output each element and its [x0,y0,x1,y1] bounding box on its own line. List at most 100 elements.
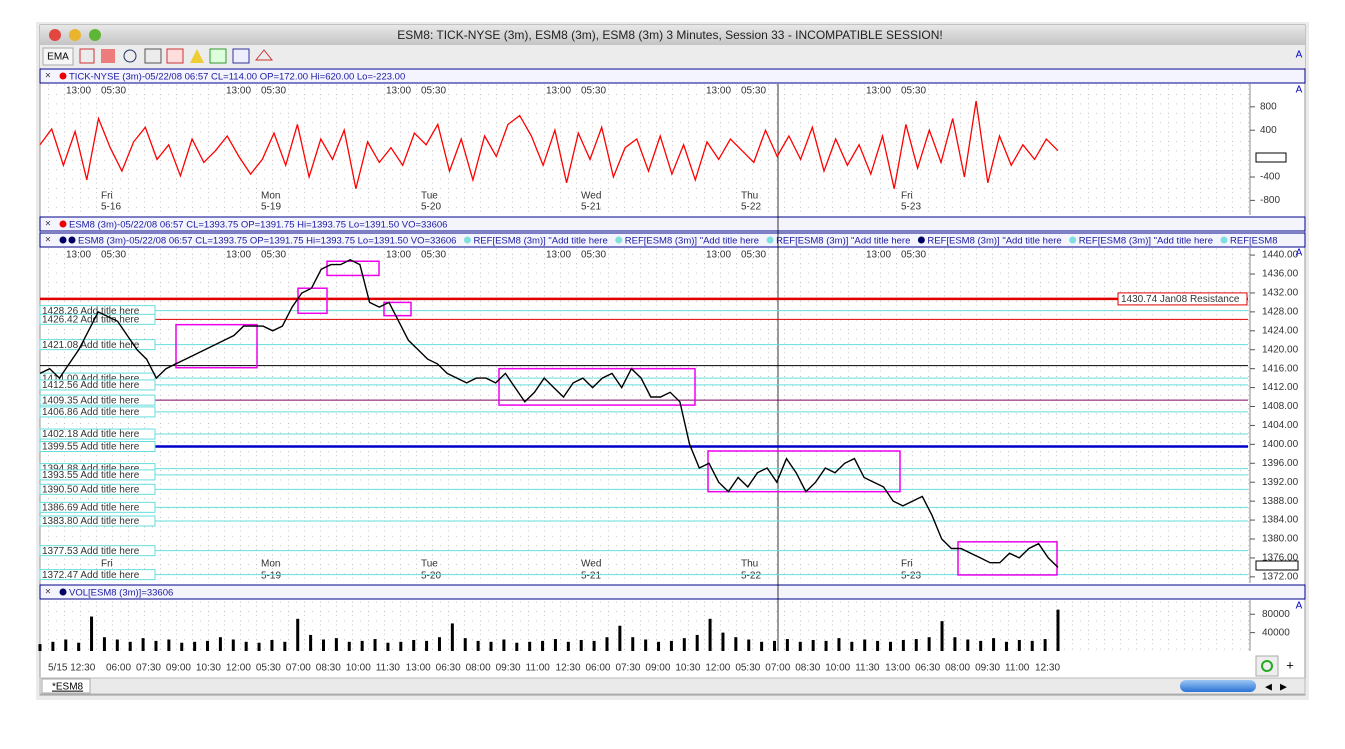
icon[interactable] [209,48,227,64]
volume-bar [798,641,802,651]
plots: REF[ESM8 (3m)] "Add title here REF[ESM8 (… [38,86,1299,674]
time-label: 10:30 [196,663,221,674]
date-label: 5-23 [901,571,921,582]
day-label: Wed [581,559,601,570]
time-label: 08:00 [466,663,491,674]
icon[interactable] [190,49,204,63]
volume-bar [528,641,532,651]
y-tick-label: 1416.00 [1262,363,1299,374]
volume-bar [412,639,416,651]
volume-bar [77,642,81,651]
series-dot [68,236,76,244]
volume-bar [1056,609,1060,651]
date-label: 5-21 [581,202,601,213]
ema-button[interactable] [42,47,74,66]
series-line [39,259,1059,568]
tab[interactable] [41,678,91,694]
scroll-left[interactable]: ◀ [1265,681,1272,691]
volume-bar [64,639,68,651]
volume-bar [888,641,892,651]
day-label: Mon [261,559,280,570]
volume-bar [708,618,712,651]
ref-item: REF[ESM8 (3m)] "Add title here [473,236,607,247]
price-header-2: ESM8 (3m)-05/22/08 06:57 CL=1393.75 OP=1… [78,236,456,247]
y-tick-label: 1420.00 [1262,344,1299,355]
y-tick-label: 1424.00 [1262,325,1299,336]
icon[interactable] [166,48,184,64]
ref-dot [463,236,471,244]
date-label: 5-19 [261,571,281,582]
zoom-button[interactable]: + [1286,657,1294,672]
icon[interactable] [144,48,162,64]
session-time: 05:30 [901,250,926,261]
session-time: 05:30 [421,86,446,97]
level-label: 1399.55 Add title here [42,442,140,453]
level-label: 1426.42 Add title here [42,314,140,325]
level-label: 1390.50 Add title here [42,484,140,495]
minimize-button[interactable] [69,29,81,41]
level-label: 1409.35 Add title here [42,395,140,406]
session-time: 13:00 [706,250,731,261]
level-label-box [39,469,156,481]
side-a[interactable]: A [1296,85,1303,96]
icon[interactable] [79,48,95,64]
day-label: Fri [901,191,913,202]
volume-bar [231,639,235,651]
close-x[interactable]: × [45,587,51,598]
time-label: 12:00 [705,663,730,674]
time-label: 11:00 [1005,663,1030,674]
volume-bar [180,642,184,651]
date-label: 5-19 [261,202,281,213]
session-time: 13:00 [66,86,91,97]
volume-bar [283,641,287,651]
icon[interactable] [123,49,137,63]
session-time: 05:30 [741,250,766,261]
y-tick-label: 1440.00 [1262,250,1299,261]
volume-bar [837,638,841,651]
y-tick-label: 1396.00 [1262,458,1299,469]
volume-bar [90,616,94,651]
level-label: 1421.08 Add title here [42,340,140,351]
refresh-button[interactable] [1255,655,1279,677]
time-label: 06:00 [585,663,610,674]
side-a[interactable]: A [1296,601,1303,612]
volume-bar [115,639,119,651]
window-title: ESM8: TICK-NYSE (3m), ESM8 (3m), ESM8 (3… [397,28,942,42]
time-label: 06:30 [915,663,940,674]
zoom-window-button[interactable] [89,29,101,41]
level-label: 1386.69 Add title here [42,502,140,513]
session-time: 05:30 [581,250,606,261]
day-label: Thu [741,191,758,202]
scrollbar-thumb[interactable] [1180,680,1256,692]
close-button[interactable] [49,29,61,41]
scroll-right[interactable]: ▶ [1280,681,1287,691]
volume-bar [270,639,274,651]
close-x[interactable]: × [45,71,51,82]
toolbar [40,45,1305,68]
range-box [383,301,412,317]
side-a[interactable]: A [1296,50,1303,61]
time-label: 11:30 [376,663,401,674]
level-label-box [39,440,156,452]
icon[interactable] [254,49,274,61]
icon[interactable] [101,49,115,63]
icon[interactable] [232,48,250,64]
volume-bar [489,641,493,651]
level-label-box [39,501,156,513]
volume-bar [51,641,55,651]
last-marker [1255,152,1287,163]
time-label: 07:00 [286,663,311,674]
session-time: 05:30 [101,250,126,261]
time-label: 05:30 [256,663,281,674]
y-tick-label: 80000 [1262,609,1290,620]
side-a[interactable]: A [1296,248,1303,259]
price-header-bar-2 [39,232,1306,248]
close-x[interactable]: × [45,235,51,246]
session-time: 13:00 [226,250,251,261]
ref-dot [917,236,925,244]
volume-bar [38,644,42,651]
close-x[interactable]: × [45,219,51,230]
level-label: 1383.80 Add title here [42,516,140,527]
volume-header: VOL[ESM8 (3m)]=33606 [69,588,173,599]
